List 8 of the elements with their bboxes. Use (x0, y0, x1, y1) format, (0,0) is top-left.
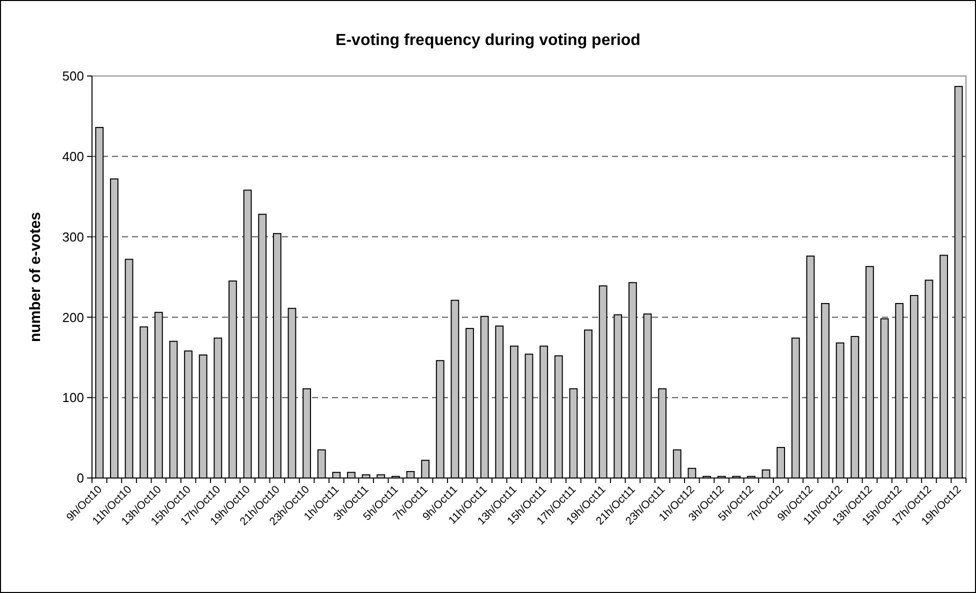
chart-title: E-voting frequency during voting period (336, 32, 640, 49)
y-tick-label: 200 (62, 310, 84, 325)
y-tick-label: 500 (62, 68, 84, 84)
y-tick-label: 0 (76, 470, 84, 486)
y-tick-label: 100 (62, 390, 84, 406)
y-tick-label: 400 (62, 148, 84, 164)
y-axis-title: number of e-votes (27, 212, 44, 342)
y-tick-label: 300 (62, 229, 84, 244)
